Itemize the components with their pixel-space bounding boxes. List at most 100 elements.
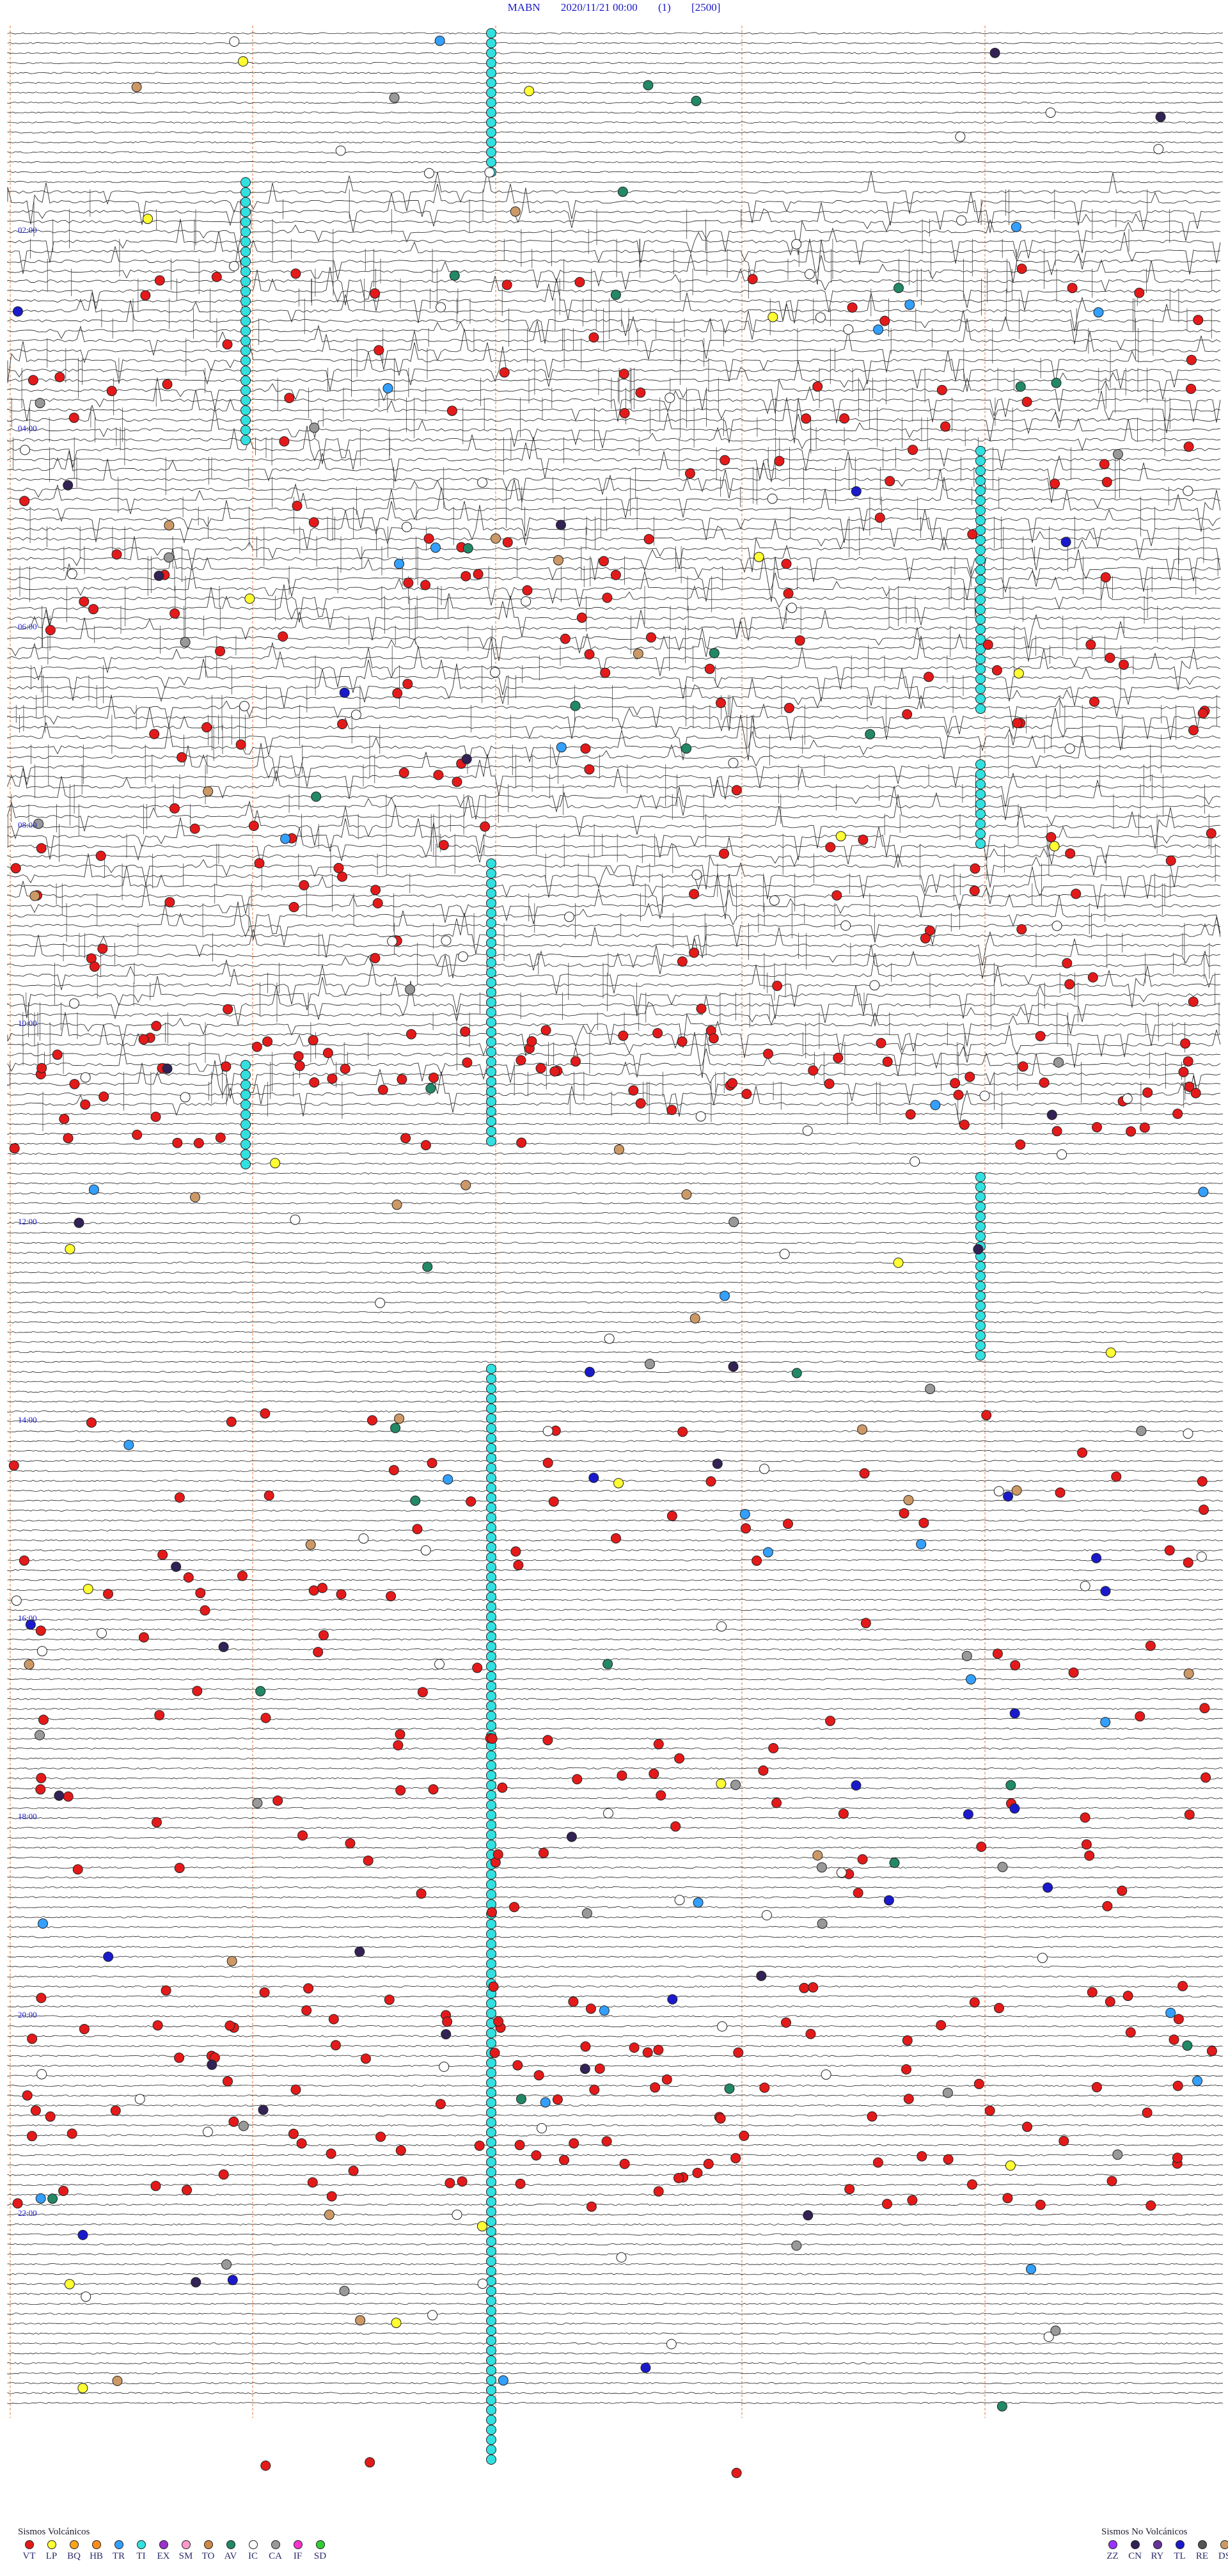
trace-line bbox=[7, 1599, 1224, 1601]
time-label: 20:00 bbox=[18, 2010, 37, 2019]
event-marker bbox=[309, 422, 320, 433]
event-marker bbox=[370, 885, 381, 896]
legend-label: ZZ bbox=[1106, 2551, 1119, 2561]
event-marker bbox=[112, 2376, 123, 2386]
event-marker bbox=[975, 1291, 986, 1301]
trace-line bbox=[7, 707, 1221, 751]
event-marker bbox=[80, 1072, 91, 1083]
event-marker bbox=[486, 1592, 496, 1602]
event-marker bbox=[730, 1780, 741, 1790]
event-marker bbox=[224, 2020, 235, 2031]
event-marker bbox=[670, 1821, 681, 1832]
event-marker bbox=[486, 2365, 496, 2376]
event-marker bbox=[83, 1584, 93, 1594]
event-marker bbox=[297, 1830, 308, 1841]
event-marker bbox=[975, 674, 986, 684]
event-marker bbox=[975, 475, 986, 486]
event-marker bbox=[434, 1659, 445, 1670]
event-marker bbox=[486, 2137, 496, 2147]
trace-line bbox=[7, 837, 1221, 876]
event-marker bbox=[240, 356, 251, 366]
event-marker bbox=[1057, 1149, 1067, 1160]
trace-line bbox=[7, 1012, 1221, 1058]
event-marker bbox=[240, 226, 251, 237]
trace-line bbox=[7, 1886, 1224, 1889]
event-marker bbox=[499, 367, 510, 378]
event-marker bbox=[308, 1585, 319, 1596]
event-marker bbox=[229, 36, 240, 47]
trace-line bbox=[7, 1945, 1224, 1948]
event-marker bbox=[339, 2286, 350, 2296]
event-marker bbox=[885, 476, 895, 487]
event-marker bbox=[486, 1393, 496, 1404]
time-label: 12:00 bbox=[18, 1217, 37, 1226]
event-marker bbox=[825, 1716, 836, 1727]
trace-line bbox=[7, 2154, 1224, 2156]
event-marker bbox=[1188, 725, 1199, 736]
event-marker bbox=[1013, 668, 1024, 679]
event-marker bbox=[8, 1460, 19, 1471]
event-marker bbox=[801, 413, 812, 424]
event-marker bbox=[943, 2154, 954, 2165]
event-marker bbox=[457, 2176, 468, 2187]
event-marker bbox=[666, 2339, 677, 2350]
event-marker bbox=[427, 1458, 437, 1469]
event-marker bbox=[24, 1659, 35, 1670]
event-marker bbox=[280, 834, 291, 844]
event-marker bbox=[1077, 1447, 1088, 1458]
event-marker bbox=[339, 687, 350, 698]
trace-line bbox=[7, 2332, 1223, 2335]
event-marker bbox=[486, 2296, 496, 2306]
event-marker bbox=[95, 850, 106, 861]
time-label: 10:00 bbox=[18, 1018, 37, 1028]
event-marker bbox=[975, 585, 986, 595]
trace-line bbox=[7, 1678, 1224, 1680]
event-marker bbox=[976, 1842, 987, 1852]
legend-swatch bbox=[69, 2540, 79, 2549]
trace-line bbox=[7, 2193, 1224, 2196]
trace-line bbox=[7, 1390, 1224, 1393]
trace-line bbox=[7, 976, 1221, 1019]
event-marker bbox=[45, 625, 56, 635]
event-marker bbox=[486, 2147, 496, 2158]
event-marker bbox=[486, 2226, 496, 2237]
event-marker bbox=[430, 542, 441, 553]
event-marker bbox=[991, 665, 1002, 676]
event-marker bbox=[727, 1078, 737, 1089]
event-marker bbox=[975, 1212, 986, 1222]
event-marker bbox=[487, 1734, 498, 1744]
trace-line bbox=[7, 1152, 1224, 1155]
event-marker bbox=[975, 684, 986, 694]
event-marker bbox=[422, 1261, 433, 1272]
trace-line bbox=[7, 995, 1221, 1034]
event-marker bbox=[260, 1408, 271, 1419]
event-marker bbox=[1186, 383, 1197, 394]
event-marker bbox=[486, 2395, 496, 2405]
event-marker bbox=[967, 2179, 977, 2190]
trace-line bbox=[7, 1707, 1224, 1711]
trace-line bbox=[7, 817, 1221, 860]
event-marker bbox=[1060, 537, 1071, 548]
event-marker bbox=[585, 2003, 596, 2014]
event-marker bbox=[1093, 307, 1104, 318]
event-marker bbox=[1142, 2107, 1153, 2118]
seismic-traces bbox=[7, 32, 1224, 2405]
event-marker bbox=[613, 1478, 624, 1489]
event-marker bbox=[843, 324, 854, 335]
trace-line bbox=[7, 170, 1221, 214]
trace-line bbox=[7, 1509, 1224, 1512]
event-marker bbox=[936, 2020, 947, 2030]
event-marker bbox=[791, 239, 802, 249]
trace-line bbox=[7, 248, 1221, 290]
event-marker bbox=[486, 1522, 496, 1533]
legend-item: VT bbox=[18, 2540, 40, 2562]
event-marker bbox=[240, 237, 251, 247]
event-marker bbox=[72, 1864, 83, 1875]
event-marker bbox=[661, 2074, 672, 2085]
legend-swatch bbox=[315, 2540, 325, 2549]
event-marker bbox=[486, 1671, 496, 1682]
event-marker bbox=[618, 368, 629, 379]
event-marker bbox=[180, 1092, 191, 1103]
event-marker bbox=[248, 821, 259, 831]
event-marker bbox=[1102, 1900, 1113, 1911]
